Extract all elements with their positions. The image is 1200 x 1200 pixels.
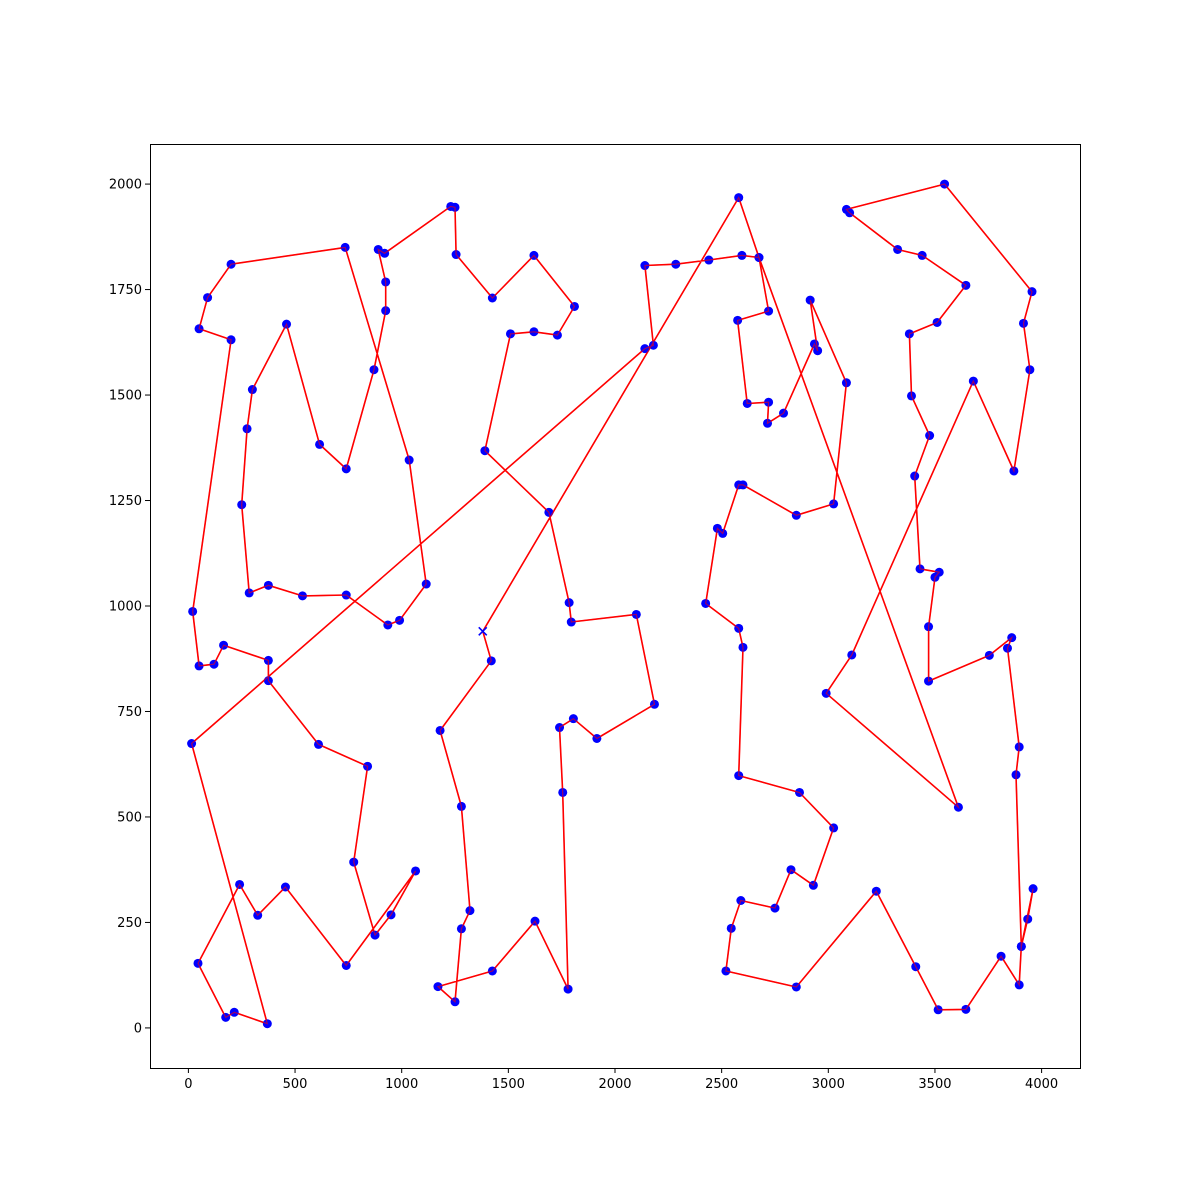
start-marker-layer <box>478 626 488 636</box>
city-points-layer <box>187 179 1038 1029</box>
y-axis-ticks: 0 250 500 750 1000 1250 1500 1750 2000 <box>109 178 150 1036</box>
city-point <box>1028 884 1038 894</box>
x-tick-label: 4000 <box>1025 1077 1058 1092</box>
y-tick-label: 500 <box>117 810 142 825</box>
y-tick-label: 250 <box>117 916 142 931</box>
y-tick-label: 1750 <box>109 283 142 298</box>
x-axis-ticks: 0 500 1000 1500 2000 2500 3000 3500 4000 <box>184 1068 1058 1092</box>
x-tick-label: 3500 <box>918 1077 951 1092</box>
x-tick-label: 500 <box>283 1077 308 1092</box>
y-tick-label: 2000 <box>109 178 142 193</box>
y-tick-label: 750 <box>117 705 142 720</box>
y-tick-label: 1000 <box>109 600 142 615</box>
start-marker <box>478 626 488 636</box>
x-tick-label: 2000 <box>598 1077 631 1092</box>
y-tick-label: 1250 <box>109 494 142 509</box>
x-tick-label: 2500 <box>705 1077 738 1092</box>
x-tick-label: 1000 <box>385 1077 418 1092</box>
x-tick-label: 0 <box>184 1077 192 1092</box>
x-tick-label: 1500 <box>492 1077 525 1092</box>
x-tick-label: 3000 <box>812 1077 845 1092</box>
y-tick-label: 0 <box>134 1021 142 1036</box>
plot-area-frame <box>150 144 1081 1069</box>
route-line-overlay <box>190 183 1034 1025</box>
y-tick-label: 1500 <box>109 389 142 404</box>
